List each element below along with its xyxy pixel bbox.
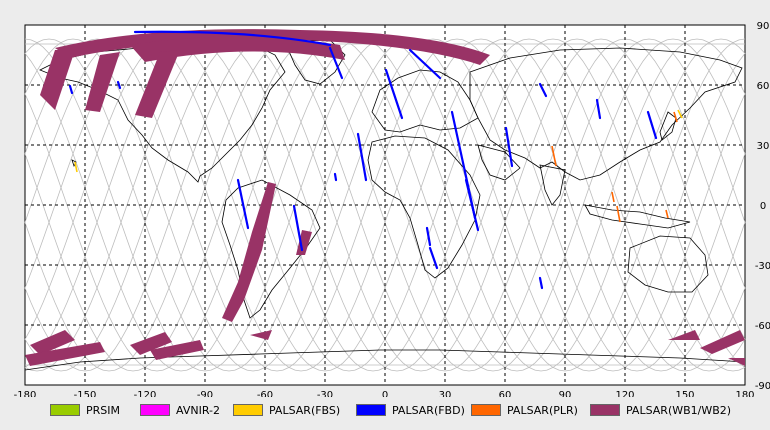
- fbd-strip: [428, 246, 439, 270]
- legend: PRSIM AVNIR-2 PALSAR(FBS) PALSAR(FBD) PALSAR…: [0, 397, 770, 427]
- swaths-palsar-plr: [551, 111, 678, 223]
- swaths-palsar-fbs: [74, 109, 683, 173]
- legend-swatch: [233, 404, 263, 416]
- wb-swath-antarctic-8: [728, 358, 745, 366]
- greenland-outline: [284, 39, 346, 85]
- legend-swatch: [471, 404, 501, 416]
- fbd-strip: [236, 178, 250, 230]
- swaths-palsar-fbd: [68, 30, 658, 290]
- asia-outline: [469, 47, 743, 181]
- latitude-tick-label: 0: [760, 201, 766, 212]
- latitude-tick-label: -30: [755, 261, 770, 272]
- fbd-strip: [504, 126, 514, 168]
- longitude-tick-labels: -180 -150 -120 -90 -60 -30 0 30 60 90 120 150 180: [14, 390, 755, 397]
- wb-swath-strip-3: [135, 50, 180, 118]
- legend-swatch: [590, 404, 620, 416]
- legend-item: PRSIM: [50, 402, 120, 418]
- wb-swath-antarctic-1: [30, 330, 75, 355]
- longitude-tick-label: -30: [317, 390, 333, 397]
- fbd-strip: [68, 84, 74, 95]
- wb-swath-antarctic-5: [250, 330, 272, 340]
- plr-strip: [616, 205, 621, 223]
- india-outline: [539, 164, 566, 206]
- legend-swatch: [50, 404, 80, 416]
- latitude-tick-label: 30: [757, 141, 770, 152]
- fbd-strip: [595, 98, 602, 120]
- legend-item: PALSAR(FBD): [356, 402, 465, 418]
- latitude-tick-label: 90: [757, 21, 770, 32]
- wb-swath-strip-1: [40, 50, 75, 110]
- fbd-arc-north: [133, 30, 332, 47]
- legend-label: AVNIR-2: [176, 403, 220, 417]
- fbd-strip: [116, 80, 122, 90]
- fbd-strip: [328, 46, 344, 80]
- fbd-strip: [384, 68, 404, 120]
- legend-item: PALSAR(WB1/WB2): [590, 402, 731, 418]
- longitude-tick-label: -120: [134, 390, 157, 397]
- world-map: -180 -150 -120 -90 -60 -30 0 30 60 90 120 150 180 90…: [14, 21, 770, 397]
- wb-swath-arc-north-2: [130, 36, 345, 62]
- longitude-tick-label: 30: [439, 390, 452, 397]
- wb-swath-patagonia: [296, 230, 312, 255]
- fbs-strip: [677, 109, 683, 119]
- africa-outline: [367, 135, 481, 279]
- fbd-strip: [538, 276, 544, 290]
- longitude-tick-label: 0: [382, 390, 388, 397]
- legend-swatch: [140, 404, 170, 416]
- plr-strip: [611, 191, 615, 203]
- fbd-strip: [333, 172, 338, 182]
- wb-swath-antarctic-7: [700, 330, 745, 354]
- legend-label: PRSIM: [86, 403, 120, 417]
- legend-label: PALSAR(PLR): [507, 403, 578, 417]
- plr-strip: [673, 111, 678, 123]
- fbd-strip: [646, 110, 658, 140]
- latitude-tick-labels: 90 60 30 0 -30 -60 -90: [755, 21, 770, 392]
- wb-swath-strip-2: [85, 52, 120, 112]
- australia-outline: [627, 235, 709, 293]
- indonesia-outline: [584, 204, 691, 229]
- fbs-strip: [74, 161, 78, 173]
- longitude-tick-label: 150: [675, 390, 694, 397]
- wb-swath-antarctic-3: [130, 332, 172, 355]
- fbd-strip: [292, 204, 304, 252]
- plr-strip: [551, 145, 557, 167]
- fbd-strip: [425, 226, 432, 247]
- fbd-strip: [408, 48, 442, 80]
- longitude-tick-label: -150: [74, 390, 97, 397]
- swaths-palsar-wb: [25, 29, 745, 366]
- legend-label: PALSAR(FBS): [269, 403, 341, 417]
- wb-swath-antarctic-4: [150, 340, 204, 360]
- legend-item: PALSAR(PLR): [471, 402, 578, 418]
- longitude-tick-label: 180: [735, 390, 754, 397]
- latitude-tick-label: -90: [755, 381, 770, 392]
- latitude-tick-label: 60: [757, 81, 770, 92]
- longitude-tick-label: 60: [499, 390, 512, 397]
- fbd-strip: [464, 178, 480, 232]
- latitude-tick-label: -60: [755, 321, 770, 332]
- legend-item: AVNIR-2: [140, 402, 220, 418]
- wb-swath-antarctic-6: [668, 330, 700, 340]
- longitude-tick-label: -180: [14, 390, 37, 397]
- legend-label: PALSAR(FBD): [392, 403, 465, 417]
- plr-strip: [665, 209, 669, 219]
- wb-swath-south-america: [222, 182, 276, 322]
- fbd-strip: [538, 82, 548, 98]
- legend-item: PALSAR(FBS): [233, 402, 340, 418]
- longitude-tick-label: 120: [615, 390, 634, 397]
- longitude-tick-label: -90: [197, 390, 213, 397]
- wb-swath-arc-north: [55, 29, 490, 66]
- fbd-strip: [356, 132, 368, 182]
- legend-swatch: [356, 404, 386, 416]
- legend-label: PALSAR(WB1/WB2): [626, 403, 732, 417]
- longitude-tick-label: -60: [257, 390, 273, 397]
- antarctica-outline: [24, 349, 746, 371]
- longitude-tick-label: 90: [559, 390, 572, 397]
- wb-swath-antarctic-2: [25, 342, 105, 366]
- south-america-outline: [221, 179, 321, 319]
